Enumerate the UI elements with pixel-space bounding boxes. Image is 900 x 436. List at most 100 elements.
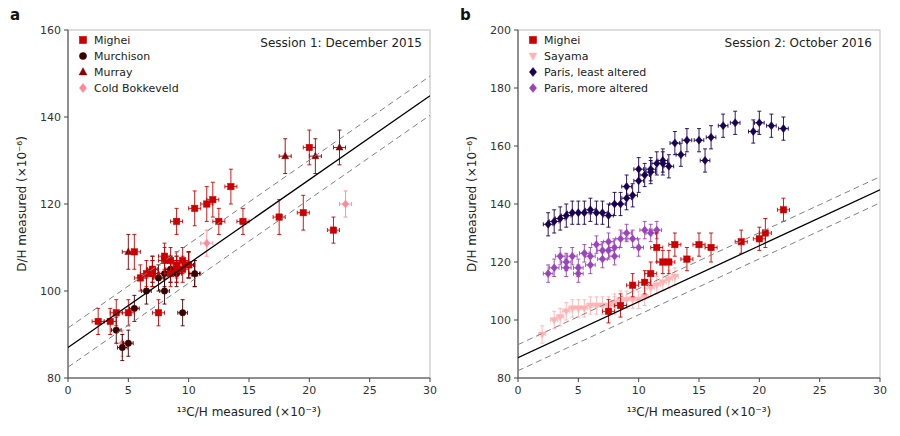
legend-marker xyxy=(529,53,537,60)
point xyxy=(648,270,654,276)
regression-line xyxy=(518,190,880,358)
y-tick xyxy=(514,320,518,321)
x-tick-label: 15 xyxy=(242,384,256,397)
point xyxy=(282,152,289,158)
legend-entry: Paris, more altered xyxy=(544,82,648,95)
point xyxy=(708,133,714,141)
point xyxy=(605,308,611,314)
point xyxy=(696,136,702,144)
x-tick-label: 25 xyxy=(363,384,377,397)
legend-marker xyxy=(79,36,86,43)
x-tick-label: 30 xyxy=(423,384,437,397)
point xyxy=(155,275,161,281)
point xyxy=(684,136,690,144)
point xyxy=(119,344,125,350)
point xyxy=(629,282,635,288)
x-tick-label: 0 xyxy=(515,384,522,397)
point xyxy=(336,144,343,150)
point xyxy=(605,238,611,246)
point xyxy=(575,270,581,278)
point xyxy=(173,218,179,224)
x-tick-label: 5 xyxy=(125,384,132,397)
series xyxy=(92,130,339,334)
x-tick-label: 30 xyxy=(873,384,887,397)
x-tick-label: 0 xyxy=(65,384,72,397)
point xyxy=(611,252,617,260)
point xyxy=(228,183,234,189)
y-tick xyxy=(514,30,518,31)
legend: MigheiSayamaParis, least alteredParis, m… xyxy=(529,34,648,95)
point xyxy=(617,235,623,243)
y-tick xyxy=(514,262,518,263)
panel-letter: b xyxy=(460,6,471,24)
y-axis-label: D/H measured (×10⁻⁶) xyxy=(465,136,479,272)
y-tick-label: 160 xyxy=(40,24,61,37)
point xyxy=(635,244,641,252)
point xyxy=(750,128,756,136)
point xyxy=(179,310,185,316)
panel: 05101520253080100120140160180200¹³C/H me… xyxy=(460,6,887,419)
point xyxy=(635,177,641,185)
point xyxy=(204,239,210,247)
x-tick xyxy=(819,378,820,382)
point xyxy=(623,183,629,191)
legend-entry: Murray xyxy=(94,66,133,79)
regression-line xyxy=(68,96,430,348)
point xyxy=(125,310,131,316)
series xyxy=(116,191,351,356)
y-tick xyxy=(64,204,68,205)
point xyxy=(672,139,678,147)
y-tick xyxy=(514,146,518,147)
point xyxy=(593,241,599,249)
point xyxy=(551,264,557,272)
y-tick-label: 100 xyxy=(40,285,61,298)
legend-marker xyxy=(529,36,536,43)
y-tick xyxy=(64,117,68,118)
point xyxy=(660,157,666,165)
point xyxy=(629,191,635,199)
point xyxy=(617,200,623,208)
point xyxy=(599,255,605,263)
x-tick xyxy=(638,378,639,382)
point xyxy=(756,236,762,242)
x-axis-label: ¹³C/H measured (×10⁻³) xyxy=(177,405,321,419)
point xyxy=(732,119,738,127)
y-tick-label: 100 xyxy=(490,314,511,327)
point xyxy=(563,258,569,266)
legend: MigheiMurchisonMurrayCold Bokkeveld xyxy=(79,34,179,95)
y-tick-label: 200 xyxy=(490,24,511,37)
y-tick-label: 180 xyxy=(490,82,511,95)
point xyxy=(768,122,774,130)
point xyxy=(629,235,635,243)
x-tick xyxy=(518,378,519,382)
point xyxy=(720,122,726,130)
legend-entry: Murchison xyxy=(94,50,150,63)
y-tick xyxy=(514,204,518,205)
x-axis-label: ¹³C/H measured (×10⁻³) xyxy=(627,405,771,419)
y-tick-label: 160 xyxy=(490,140,511,153)
confidence-line xyxy=(518,177,880,345)
y-axis-label: D/H measured (×10⁻⁶) xyxy=(15,136,29,272)
y-tick-label: 140 xyxy=(40,111,61,124)
point xyxy=(545,270,551,278)
x-tick xyxy=(68,378,69,382)
point xyxy=(276,214,282,220)
point xyxy=(161,288,167,294)
point xyxy=(617,302,623,308)
point xyxy=(131,249,137,255)
point xyxy=(671,274,678,280)
point xyxy=(672,241,678,247)
series xyxy=(122,130,345,287)
x-tick xyxy=(430,378,431,382)
point xyxy=(702,157,708,165)
legend-entry: Mighei xyxy=(94,34,130,47)
panel-title: Session 1: December 2015 xyxy=(260,36,422,50)
legend-marker xyxy=(79,68,87,75)
x-tick xyxy=(699,378,700,382)
point xyxy=(557,252,563,260)
point xyxy=(330,227,336,233)
x-tick-label: 20 xyxy=(752,384,766,397)
point xyxy=(173,262,179,268)
plot-frame xyxy=(518,30,880,378)
point xyxy=(306,144,312,150)
